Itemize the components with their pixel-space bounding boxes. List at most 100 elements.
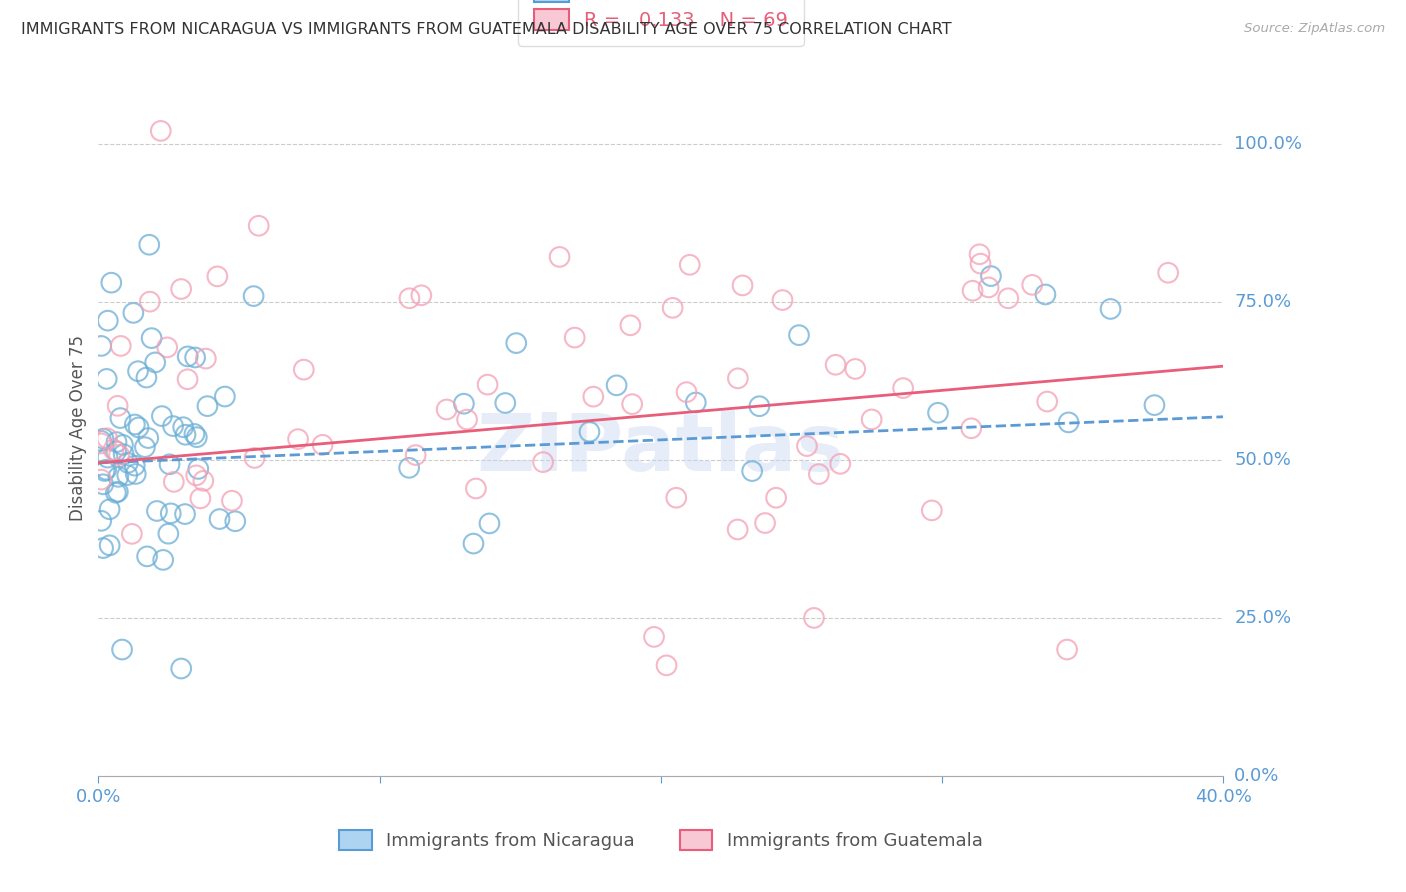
Point — [110, 411, 132, 425]
Point — [108, 448, 131, 462]
Point — [98, 538, 121, 552]
Point — [93, 432, 115, 446]
Point — [962, 284, 984, 298]
Point — [103, 442, 125, 457]
Point — [186, 468, 208, 483]
Point — [830, 457, 852, 471]
Point — [860, 412, 883, 426]
Point — [184, 351, 207, 365]
Point — [163, 475, 186, 489]
Point — [124, 417, 146, 432]
Point — [477, 377, 499, 392]
Point — [398, 460, 420, 475]
Point — [136, 549, 159, 564]
Point — [187, 462, 209, 476]
Point — [997, 291, 1019, 305]
Point — [456, 412, 478, 426]
Point — [748, 399, 770, 413]
Point — [157, 526, 180, 541]
Point — [121, 527, 143, 541]
Point — [772, 293, 794, 307]
Text: 25.0%: 25.0% — [1234, 609, 1292, 627]
Point — [243, 450, 266, 465]
Point — [824, 358, 846, 372]
Point — [478, 516, 501, 531]
Point — [754, 516, 776, 530]
Point — [969, 247, 991, 261]
Point — [844, 362, 866, 376]
Point — [731, 278, 754, 293]
Point — [127, 364, 149, 378]
Point — [159, 507, 181, 521]
Point — [208, 512, 231, 526]
Point — [548, 250, 571, 264]
Point — [224, 514, 246, 528]
Point — [1143, 398, 1166, 412]
Point — [110, 339, 132, 353]
Point — [197, 399, 219, 413]
Point — [107, 484, 129, 499]
Point — [727, 523, 749, 537]
Point — [96, 450, 118, 465]
Point — [105, 444, 128, 458]
Point — [398, 291, 420, 305]
Point — [1021, 277, 1043, 292]
Point — [960, 421, 983, 435]
Point — [105, 435, 128, 450]
Point — [494, 396, 516, 410]
Point — [578, 425, 600, 439]
Point — [96, 431, 118, 445]
Point — [606, 378, 628, 392]
Point — [287, 432, 309, 446]
Point — [661, 301, 683, 315]
Point — [621, 397, 644, 411]
Text: IMMIGRANTS FROM NICARAGUA VS IMMIGRANTS FROM GUATEMALA DISABILITY AGE OVER 75 CO: IMMIGRANTS FROM NICARAGUA VS IMMIGRANTS … — [21, 22, 952, 37]
Point — [90, 514, 112, 528]
Point — [152, 553, 174, 567]
Point — [927, 406, 949, 420]
Point — [98, 502, 121, 516]
Point — [969, 257, 991, 271]
Point — [741, 464, 763, 478]
Point — [176, 372, 198, 386]
Text: 50.0%: 50.0% — [1234, 450, 1291, 469]
Point — [214, 390, 236, 404]
Point — [1157, 266, 1180, 280]
Point — [193, 474, 215, 488]
Point — [464, 482, 486, 496]
Point — [921, 503, 943, 517]
Point — [643, 630, 665, 644]
Point — [112, 447, 135, 461]
Point — [242, 289, 264, 303]
Point — [190, 491, 212, 506]
Text: 0.0%: 0.0% — [1234, 767, 1279, 785]
Point — [111, 642, 134, 657]
Text: Source: ZipAtlas.com: Source: ZipAtlas.com — [1244, 22, 1385, 36]
Point — [172, 420, 194, 434]
Point — [162, 419, 184, 434]
Point — [405, 448, 427, 462]
Point — [170, 282, 193, 296]
Point — [115, 468, 138, 483]
Point — [665, 491, 688, 505]
Point — [96, 372, 118, 386]
Point — [727, 371, 749, 385]
Point — [136, 431, 159, 445]
Point — [174, 427, 197, 442]
Point — [807, 467, 830, 482]
Point — [183, 427, 205, 442]
Text: 75.0%: 75.0% — [1234, 293, 1292, 310]
Point — [122, 306, 145, 320]
Point — [207, 269, 229, 284]
Point — [91, 477, 114, 491]
Point — [1035, 287, 1057, 301]
Point — [311, 438, 333, 452]
Point — [655, 658, 678, 673]
Text: ZIPatlas: ZIPatlas — [477, 410, 845, 488]
Point — [96, 463, 118, 477]
Point — [436, 402, 458, 417]
Point — [177, 350, 200, 364]
Point — [1099, 301, 1122, 316]
Point — [564, 330, 586, 344]
Point — [170, 661, 193, 675]
